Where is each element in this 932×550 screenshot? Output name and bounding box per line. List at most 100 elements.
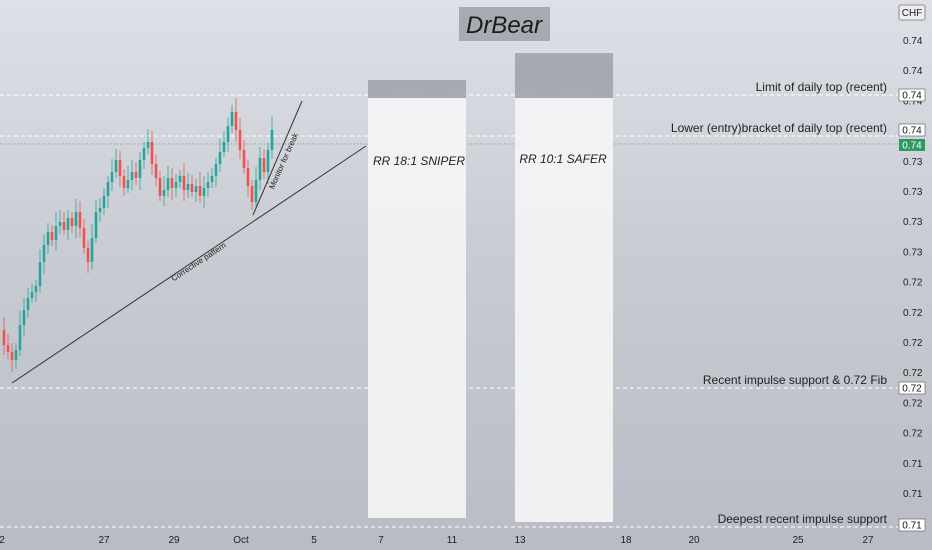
price-axis[interactable]: CHF 0.740.740.740.730.730.730.730.730.72… (898, 4, 926, 530)
price-tag-label: 0.74 (902, 126, 922, 137)
candle-body (22, 310, 26, 325)
y-tick-label: 0.74 (903, 36, 923, 47)
candle-body (98, 208, 102, 212)
y-tick-label: 0.72 (903, 368, 923, 379)
candle-body (10, 352, 14, 360)
candle-body (62, 222, 66, 230)
y-tick-label: 0.71 (903, 459, 923, 470)
x-tick-label: 18 (620, 535, 632, 546)
time-axis[interactable]: 2 27 29 Oct 5 7 11 13 18 20 25 27 (0, 535, 874, 546)
price-tag (898, 88, 926, 102)
candle-body (110, 172, 114, 182)
chart-title-group: DrBear (459, 7, 550, 41)
candle-body (46, 232, 50, 245)
candle-body (262, 158, 266, 172)
candle-body (74, 212, 78, 226)
candle-body (6, 345, 10, 352)
chart-title: DrBear (466, 12, 543, 39)
x-tick-label: 2 (0, 535, 5, 546)
monitor-break-trendline[interactable] (252, 100, 303, 216)
y-tick-label: 0.73 (903, 247, 923, 258)
price-tag-label: 0.74 (902, 91, 922, 102)
candle-body (146, 142, 150, 148)
x-tick-label: Oct (233, 535, 249, 546)
candle-body (190, 184, 194, 192)
candle-body (210, 176, 214, 182)
candle-body (178, 176, 182, 182)
risk-reward-boxes: RR 18:1 SNIPER RR 10:1 SAFER (368, 53, 613, 522)
price-tag-label: 0.74 (902, 141, 922, 152)
candle-body (238, 130, 242, 150)
candlestick-series (2, 98, 274, 372)
candle-body (130, 172, 134, 180)
candle-body (106, 182, 110, 196)
candle-body (182, 176, 186, 190)
candle-body (254, 180, 258, 202)
corrective-pattern-trendline[interactable] (11, 145, 367, 384)
reward-zone[interactable] (515, 98, 613, 522)
y-tick-label: 0.72 (903, 308, 923, 319)
x-tick-label: 29 (168, 535, 180, 546)
reward-zone[interactable] (368, 98, 466, 518)
candle-body (158, 178, 162, 196)
candle-body (250, 186, 254, 202)
candle-body (54, 226, 58, 240)
y-tick-label: 0.73 (903, 187, 923, 198)
candle-body (126, 180, 130, 188)
y-tick-label: 0.74 (903, 96, 923, 107)
candle-body (198, 186, 202, 196)
y-tick-label: 0.72 (903, 429, 923, 440)
candle-body (70, 218, 74, 226)
x-tick-label: 11 (447, 535, 458, 546)
price-tag (899, 139, 925, 151)
candle-body (142, 148, 146, 160)
candle-body (86, 248, 90, 262)
annotation-label: Corrective pattern (170, 241, 228, 284)
x-tick-label: 13 (514, 535, 526, 546)
level-label: Limit of daily top (recent) (756, 80, 887, 94)
candle-body (26, 298, 30, 310)
candle-body (226, 126, 230, 142)
candle-body (138, 160, 142, 178)
x-tick-label: 27 (98, 535, 110, 546)
candle-body (82, 228, 86, 248)
candle-body (122, 176, 126, 188)
candle-body (102, 196, 106, 208)
x-tick-label: 5 (311, 535, 317, 546)
level-label: Recent impulse support & 0.72 Fib (703, 373, 887, 387)
candle-body (114, 160, 118, 172)
candle-body (2, 330, 6, 345)
candle-body (42, 245, 46, 262)
candle-body (50, 232, 54, 240)
candle-body (30, 292, 34, 298)
price-tag-label: 0.71 (902, 521, 922, 532)
rr-box-label: RR 10:1 SAFER (519, 152, 607, 166)
candle-body (66, 218, 70, 230)
candle-body (14, 350, 18, 360)
candle-body (234, 112, 238, 130)
risk-zone[interactable] (515, 53, 613, 98)
candle-body (242, 150, 246, 168)
price-tags: 0.740.740.740.720.71 (898, 88, 926, 532)
candle-body (18, 325, 22, 350)
candle-body (214, 164, 218, 176)
level-label: Deepest recent impulse support (718, 512, 888, 526)
candle-body (246, 168, 250, 186)
currency-badge[interactable] (898, 4, 926, 21)
candle-body (230, 112, 234, 126)
chart-title-background (459, 7, 550, 41)
price-tag (898, 381, 926, 395)
candle-body (166, 178, 170, 190)
candle-body (150, 142, 154, 164)
y-tick-label: 0.73 (903, 157, 923, 168)
x-tick-label: 20 (688, 535, 700, 546)
risk-zone[interactable] (368, 80, 466, 98)
candle-body (162, 190, 166, 196)
candle-body (270, 130, 274, 150)
candle-body (258, 158, 262, 180)
x-tick-label: 25 (792, 535, 804, 546)
candle-body (218, 152, 222, 164)
candle-body (78, 212, 82, 228)
